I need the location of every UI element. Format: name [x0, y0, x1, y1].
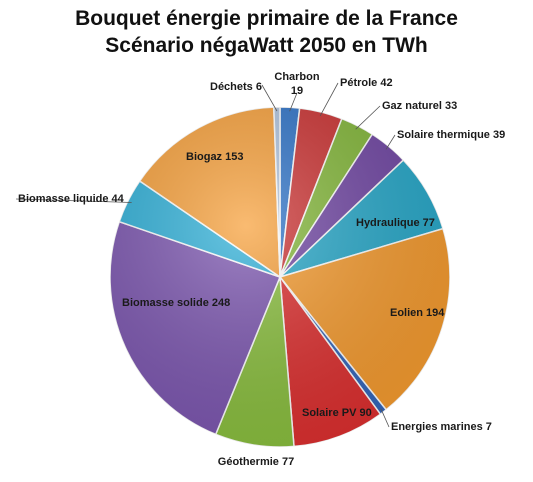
data-label-gaz-naturel: Gaz naturel 33 — [382, 100, 457, 112]
chart-title: Bouquet énergie primaire de la France — [75, 7, 458, 30]
data-label-petrole: Pétrole 42 — [340, 77, 393, 89]
data-label-biomasse-liquide: Biomasse liquide 44 — [18, 193, 125, 205]
data-label-hydraulique: Hydraulique 77 — [356, 217, 435, 229]
leader-line-dechets — [261, 84, 278, 112]
leader-line-charbon — [289, 92, 298, 112]
data-label-eolien: Eolien 194 — [390, 307, 445, 319]
chart-subtitle: Scénario négaWatt 2050 en TWh — [105, 34, 428, 57]
data-label-dechets: Déchets 6 — [210, 81, 262, 93]
leader-line-biomasse-liquide — [15, 198, 132, 203]
data-label-charbon: Charbon 19 — [274, 71, 320, 97]
leader-line-gaz-naturel — [355, 105, 381, 130]
data-label-geothermie: Géothermie 77 — [218, 456, 294, 468]
leader-line-petrole — [319, 82, 339, 117]
data-label-energies-marines: Energies marines 7 — [391, 421, 492, 433]
data-label-biomasse-solide: Biomasse solide 248 — [122, 297, 230, 309]
data-label-solaire-thermique: Solaire thermique 39 — [397, 129, 505, 141]
leader-line-energies-marines — [380, 408, 390, 428]
data-label-solaire-pv: Solaire PV 90 — [302, 407, 372, 419]
leader-line-solaire-thermique — [385, 134, 396, 150]
data-label-biogaz: Biogaz 153 — [186, 151, 243, 163]
